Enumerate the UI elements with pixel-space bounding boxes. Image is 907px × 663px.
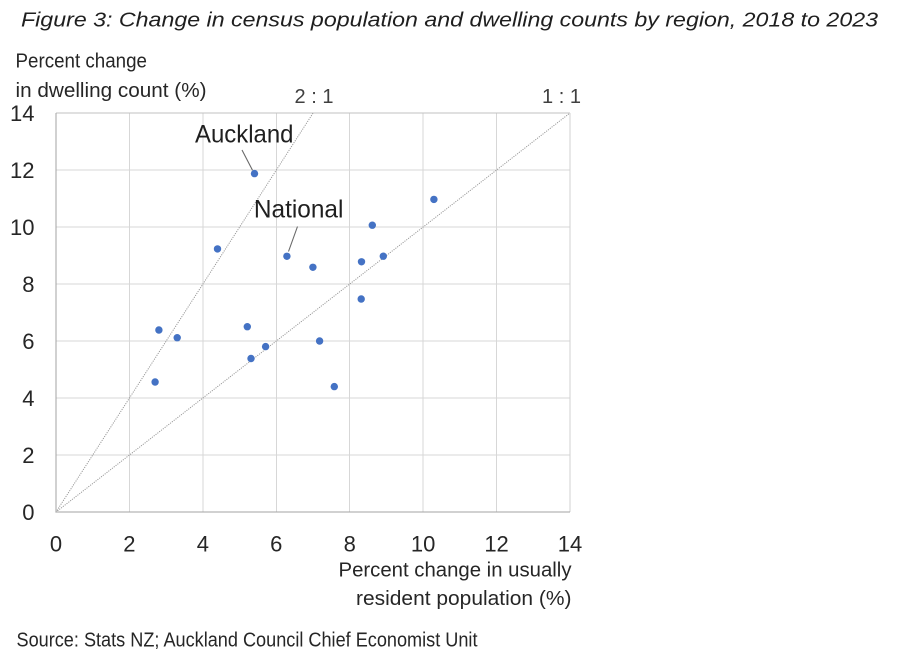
svg-text:Percent change: Percent change [16,50,148,73]
svg-text:Source: Stats NZ; Auckland Cou: Source: Stats NZ; Auckland Council Chief… [17,630,478,652]
svg-text:Auckland: Auckland [195,121,294,149]
svg-text:4: 4 [197,532,209,557]
svg-text:1 : 1: 1 : 1 [542,86,581,108]
svg-text:6: 6 [270,532,282,557]
svg-text:Percent change in usually: Percent change in usually [339,558,573,581]
svg-text:National: National [254,195,344,223]
svg-text:resident population (%): resident population (%) [356,587,572,610]
svg-text:12: 12 [484,532,508,557]
svg-text:12: 12 [10,158,34,183]
svg-text:0: 0 [22,500,34,525]
svg-text:0: 0 [50,532,62,557]
svg-text:10: 10 [10,215,34,240]
svg-text:4: 4 [22,386,34,411]
svg-text:in dwelling count (%): in dwelling count (%) [16,79,207,102]
svg-text:8: 8 [344,532,356,557]
svg-text:10: 10 [411,532,435,557]
svg-text:8: 8 [22,272,34,297]
svg-text:2: 2 [22,443,34,468]
svg-text:6: 6 [22,329,34,354]
svg-text:14: 14 [558,532,582,557]
svg-text:14: 14 [10,101,34,126]
svg-text:2 : 1: 2 : 1 [295,86,334,108]
svg-text:2: 2 [123,532,135,557]
svg-text:Figure 3: Change in census pop: Figure 3: Change in census population an… [21,9,879,32]
